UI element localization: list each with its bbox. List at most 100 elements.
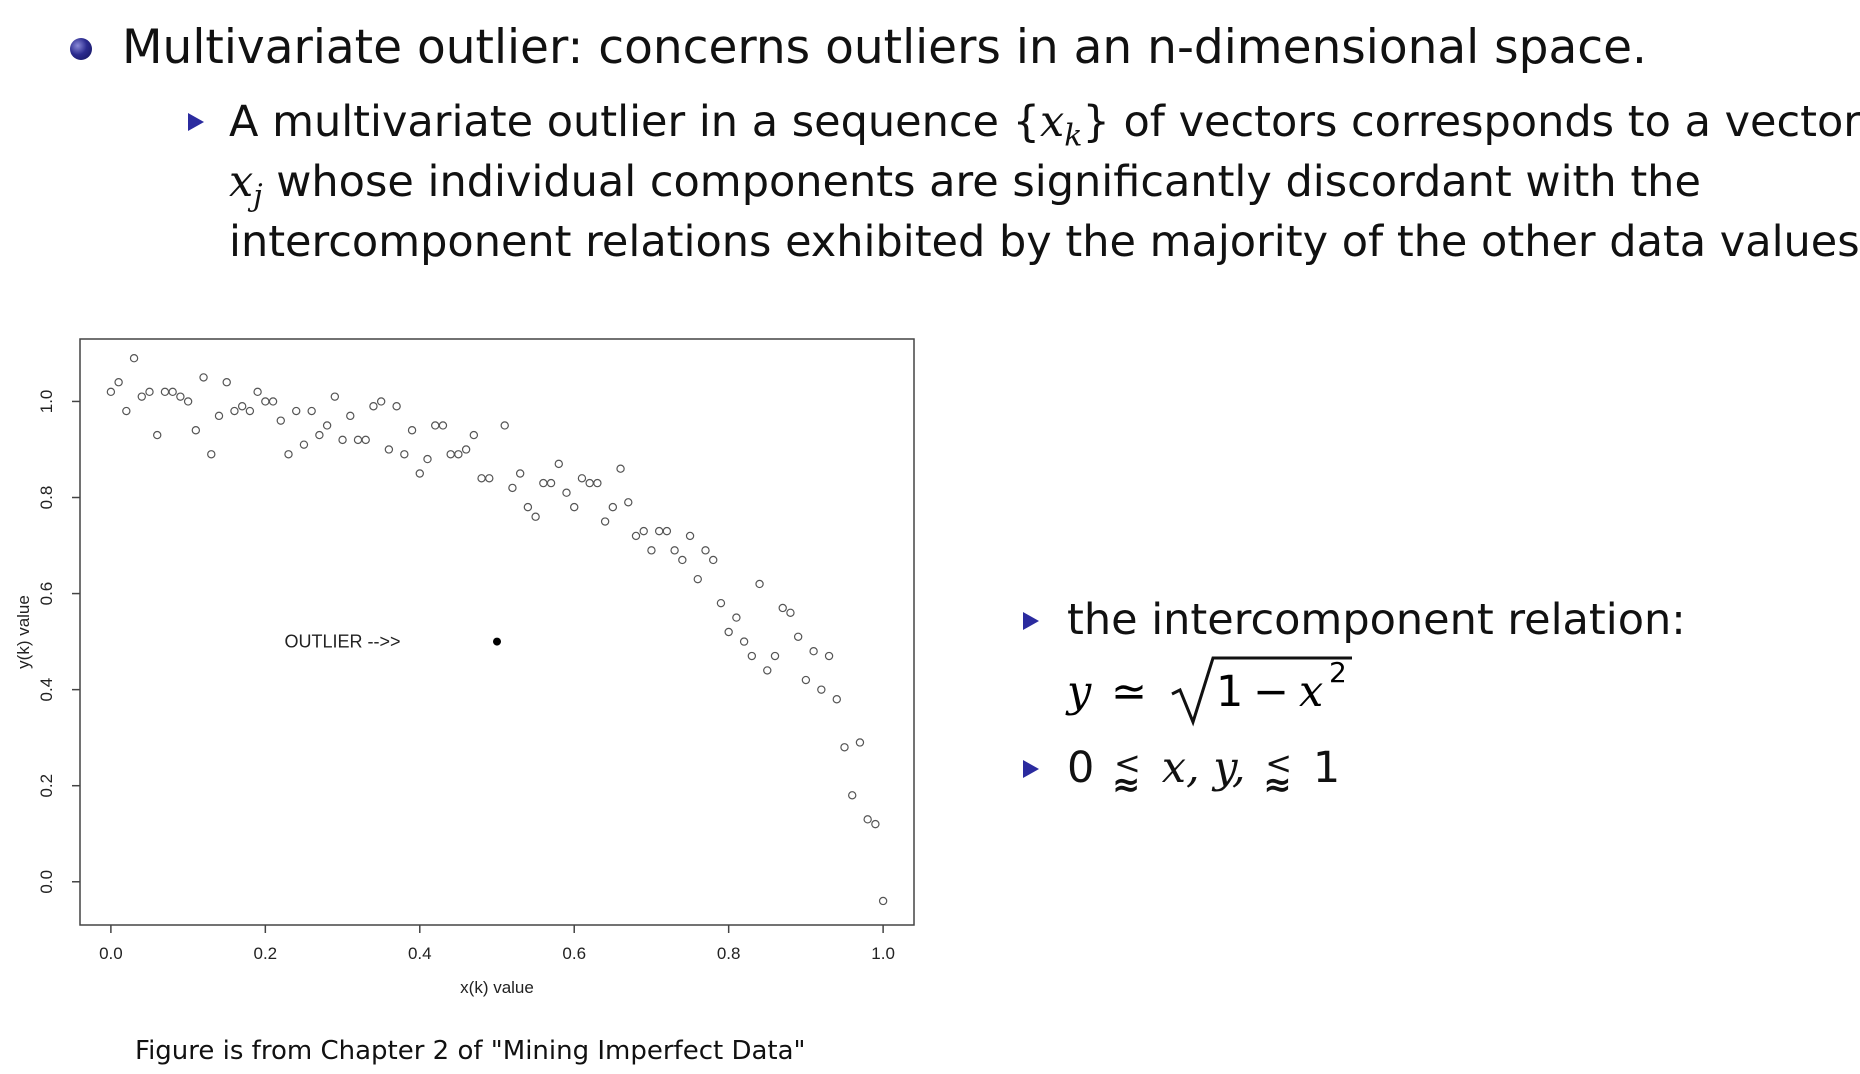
data-point [261,397,270,406]
data-point [129,354,139,363]
data-point [153,430,162,440]
sub-bullet-arrow-icon [188,113,204,131]
data-point [523,502,533,512]
lesssim-symbol-1: < ≈ [1112,743,1141,805]
data-point [654,526,664,536]
data-point [531,512,540,521]
data-point [315,430,324,440]
data-point [639,526,648,536]
data-point [384,445,394,454]
data-point [284,450,293,459]
data-point [137,392,146,401]
data-point [871,819,880,829]
data-point [353,435,363,445]
range-bullet-arrow-icon [1023,760,1039,778]
y-axis: 0.0 0.2 0.4 0.6 0.8 1.0 [37,390,80,894]
data-point [400,450,409,459]
data-point [724,627,733,637]
data-point [415,469,424,478]
data-point [631,531,641,541]
data-point [878,896,888,906]
formula-minus: − [1253,667,1289,717]
data-point [593,478,602,488]
data-point [824,651,834,661]
sub-bullet-text: A multivariate outlier in a sequence {xk… [229,92,1860,272]
relation-label: the intercomponent relation: [1067,595,1686,645]
data-point [237,402,247,411]
x-axis-label: x(k) value [460,978,534,997]
x-axis: 0.0 0.2 0.4 0.6 0.8 1.0 [99,925,895,963]
sub-bullet-line-2: xj whose individual components are signi… [229,157,1701,214]
data-point [477,474,486,483]
relation-bullet-arrow-icon [1023,612,1039,630]
range-variables: x, y, [1161,743,1246,793]
data-point [624,498,633,507]
data-point [346,411,355,421]
data-points [106,354,888,906]
formula-exponent: 2 [1329,656,1347,689]
data-point [755,579,764,589]
data-point [438,421,448,430]
formula-x: x [1299,667,1323,717]
data-point [732,613,741,622]
data-point [222,378,231,387]
y-tick-label: 1.0 [37,390,56,414]
outlier-annotation: OUTLIER -->> [285,632,401,652]
x-tick-label: 0.0 [99,944,123,963]
y-tick-label: 0.2 [37,774,56,798]
data-point [485,474,494,483]
x-tick-label: 1.0 [871,944,895,963]
y-tick-label: 0.8 [37,486,56,510]
scatter-figure: 0.0 0.2 0.4 0.6 0.8 1.0 0.0 0.2 0.4 0.6 0.8 1.0 x(… [0,325,930,1015]
data-point [322,421,332,430]
x-tick-label: 0.8 [717,944,741,963]
data-point [747,651,757,661]
sub-bullet-line-1: A multivariate outlier in a sequence {xk… [229,97,1860,154]
figure-caption: Figure is from Chapter 2 of "Mining Impe… [135,1036,806,1066]
data-point [500,421,509,430]
data-point [199,373,208,382]
data-point [407,426,417,435]
relation-formula: y ≃ 1 − x 2 [1065,650,1387,727]
data-point [183,397,193,406]
data-point [539,478,548,488]
lesssim-symbol-2: < ≈ [1263,743,1293,805]
data-point [585,478,594,488]
data-point [554,459,563,469]
data-point [709,555,718,565]
data-point [168,387,177,397]
data-point [191,426,201,435]
data-point [863,815,872,824]
formula-one: 1 [1216,667,1243,717]
data-point [122,406,131,416]
data-point [848,791,857,800]
data-point [253,387,262,397]
plot-frame [79,338,915,926]
scatter-chart: 0.0 0.2 0.4 0.6 0.8 1.0 0.0 0.2 0.4 0.6 0.8 1.0 x(… [14,338,915,997]
formula-graphic: y ≃ 1 − x 2 [1065,656,1352,727]
data-point [608,502,618,512]
outlier-point [493,637,501,646]
data-point [570,502,579,512]
data-point [461,445,471,454]
data-point [230,406,239,416]
range-one: 1 [1312,743,1341,793]
data-point [855,738,865,747]
main-bullet-icon [70,38,92,60]
data-point [616,464,625,473]
range-zero: 0 [1067,743,1095,793]
data-point [546,478,556,488]
data-point [423,454,432,464]
x-tick-label: 0.6 [562,944,586,963]
data-point [268,397,278,406]
data-point [786,608,795,617]
y-axis-label: y(k) value [14,595,33,669]
data-point [739,637,749,646]
data-point [292,406,301,416]
data-point [245,406,255,416]
data-point [469,430,479,440]
data-point [214,411,224,421]
x-tick-label: 0.4 [408,944,432,963]
data-point [330,392,340,401]
data-point [809,647,818,656]
